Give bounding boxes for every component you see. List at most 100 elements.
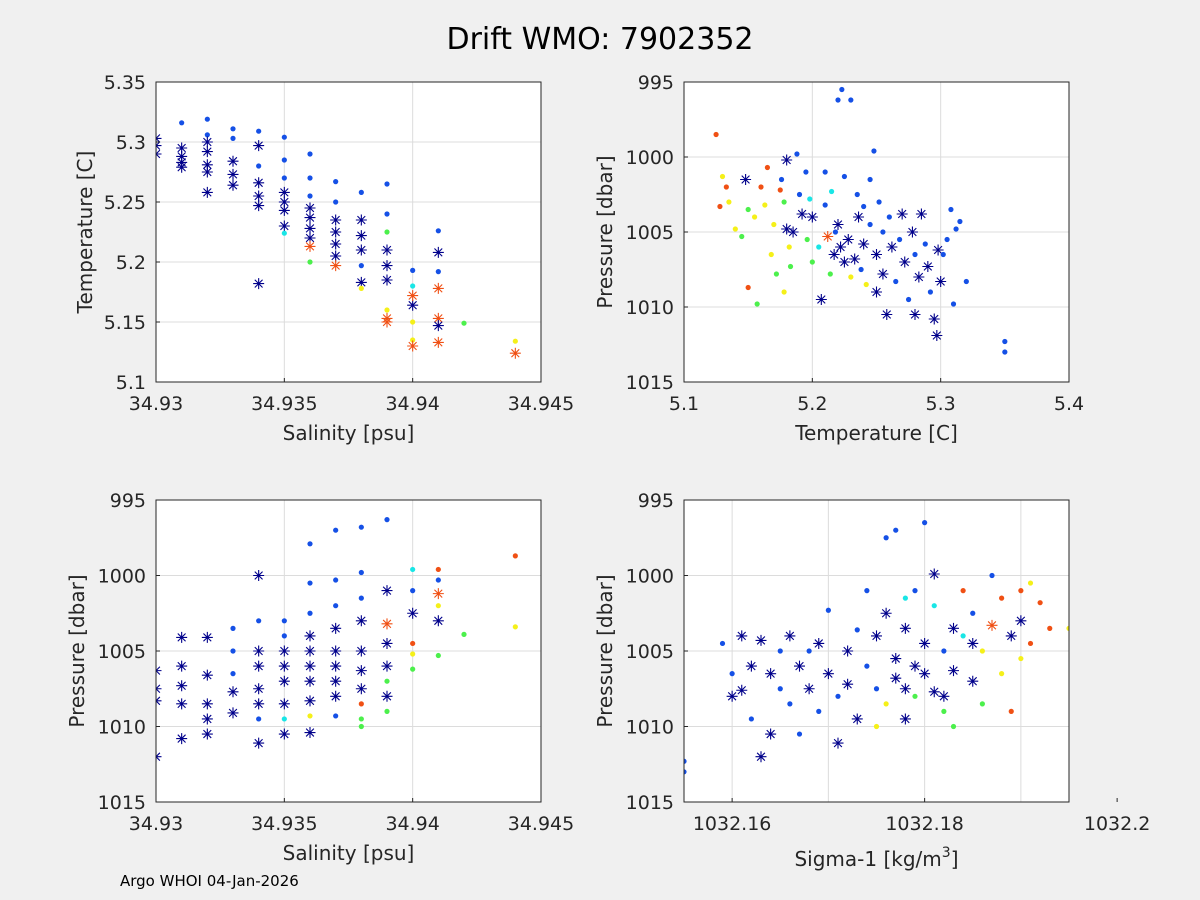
data-point (970, 610, 976, 616)
data-point (204, 132, 210, 138)
data-point-star (201, 669, 213, 681)
data-point (781, 199, 787, 205)
data-point (512, 338, 518, 344)
data-point-star (355, 615, 367, 627)
data-point (384, 181, 390, 187)
data-point (1076, 553, 1081, 558)
sp-ytick-label: 995 (110, 490, 146, 512)
data-point (902, 595, 908, 601)
data-point-star (176, 161, 188, 173)
data-point-star (355, 683, 367, 695)
data-point (256, 128, 262, 134)
data-point (1008, 708, 1014, 715)
data-point-star (304, 232, 316, 244)
data-point (230, 135, 236, 141)
data-point-star (432, 312, 444, 324)
data-point (931, 603, 937, 609)
data-point (1027, 580, 1034, 586)
data-point-star (932, 244, 944, 256)
data-point-star (304, 212, 316, 224)
data-point-star (822, 668, 834, 680)
data-point (751, 214, 758, 220)
data-point (773, 271, 780, 277)
data-point (897, 236, 903, 243)
data-point-star (278, 675, 290, 687)
data-point (848, 274, 854, 280)
data-point (871, 148, 877, 154)
data-point-star (755, 634, 767, 646)
data-point-star (330, 660, 342, 672)
data-point (839, 86, 845, 93)
data-point (333, 199, 339, 205)
data-point-star (765, 668, 777, 680)
data-point (713, 131, 719, 138)
data-point-star (227, 179, 239, 191)
data-point-star (948, 622, 959, 634)
data-point-star (881, 309, 893, 320)
data-point-star (253, 190, 265, 202)
data-point (358, 189, 364, 195)
data-point (410, 666, 416, 672)
data-point (745, 206, 751, 213)
data-point (358, 569, 364, 576)
data-point (281, 134, 287, 140)
tp-ytick-label: 1000 (626, 147, 674, 169)
data-point-star (355, 276, 367, 288)
data-point (512, 624, 518, 630)
data-point-star (765, 728, 777, 740)
tp-ytick-label: 1015 (626, 372, 674, 394)
data-point-star (176, 631, 188, 643)
tp-ytick-label: 1005 (626, 222, 674, 244)
data-point (806, 648, 812, 654)
data-point (758, 184, 764, 190)
data-point-star (736, 684, 748, 696)
data-point (384, 229, 390, 235)
data-point-star (304, 222, 316, 234)
data-point-star (781, 223, 793, 235)
sp-ytick-label: 1010 (98, 717, 146, 739)
data-point (358, 263, 364, 269)
data-point (828, 188, 835, 195)
data-point (861, 203, 867, 210)
data-point (807, 196, 813, 202)
data-point-star (909, 309, 921, 320)
data-point (307, 580, 313, 586)
data-point-star (871, 249, 882, 260)
data-point-star (330, 645, 342, 657)
ts-ytick-label: 5.3 (116, 132, 146, 154)
tp-ytick-label: 1010 (626, 297, 674, 319)
data-point-star (871, 286, 882, 298)
data-point-star (896, 208, 908, 220)
data-point-star (253, 660, 265, 672)
data-point (1002, 338, 1008, 345)
data-point (307, 541, 313, 547)
data-point-star (304, 630, 316, 642)
data-point (256, 716, 262, 722)
data-point (941, 648, 947, 654)
data-point-star (176, 150, 188, 162)
data-point-star (227, 155, 239, 167)
data-point-star (919, 668, 931, 680)
tp-xtick-label: 5.4 (1054, 393, 1084, 415)
data-point-star (304, 645, 316, 657)
data-point-star (928, 568, 940, 580)
data-point (333, 179, 339, 185)
data-point-star (407, 607, 419, 619)
ts-xlabel: Salinity [psu] (283, 421, 415, 445)
data-point-star (822, 231, 834, 242)
tp-xlabel: Temperature [C] (794, 421, 958, 445)
data-point-star (899, 683, 911, 695)
data-point (230, 671, 236, 677)
data-point (1066, 625, 1069, 631)
data-point (777, 187, 783, 193)
data-point (358, 701, 364, 707)
data-point (960, 588, 966, 594)
sp-panel: 34.93 34.935 34.94 34.945 995 1000 1005 1010 101… (65, 490, 574, 865)
data-point (873, 686, 880, 692)
data-point-star (890, 653, 902, 665)
data-point (796, 191, 803, 198)
data-point-star (813, 637, 825, 649)
data-point (922, 520, 928, 526)
data-point-star (842, 234, 854, 245)
data-point-star (849, 253, 861, 265)
